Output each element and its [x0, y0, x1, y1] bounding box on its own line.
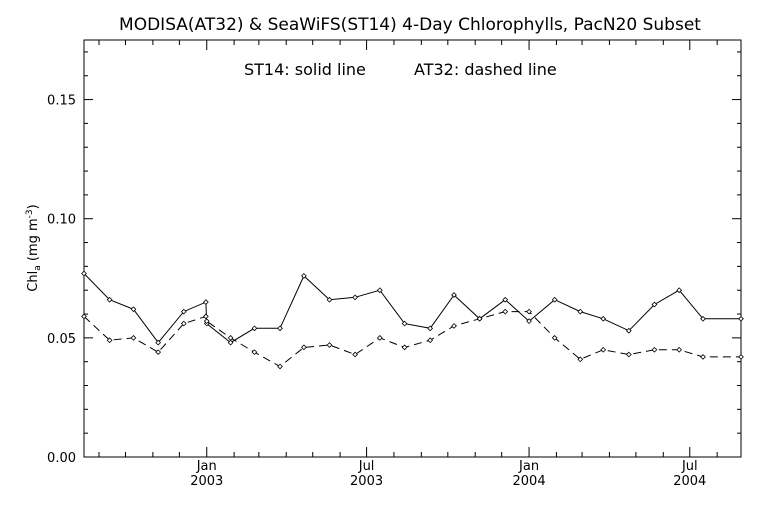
data-point-at32 [202, 313, 209, 320]
data-point-st14 [155, 339, 162, 346]
data-point-at32 [526, 308, 532, 315]
axes [83, 39, 742, 458]
y-label-sub: a [33, 265, 43, 271]
data-point-st14 [577, 308, 584, 315]
data-point-st14 [106, 296, 113, 303]
x-tick-label-year: 2003 [350, 474, 383, 489]
data-point-at32 [326, 342, 333, 348]
data-point-at32 [155, 349, 162, 356]
data-point-at32 [451, 323, 457, 329]
data-point-st14 [625, 327, 632, 334]
data-point-at32 [203, 318, 210, 325]
tick-marks [84, 40, 741, 458]
data-point-at32 [476, 315, 483, 322]
data-point-st14 [651, 301, 658, 308]
x-tick-label-year: 2004 [673, 474, 706, 489]
data-point-st14 [227, 339, 234, 346]
data-point-st14 [700, 315, 706, 322]
data-point-st14 [427, 325, 434, 332]
data-point-at32 [81, 313, 87, 320]
data-point-st14 [376, 287, 383, 294]
data-point-at32 [651, 346, 658, 353]
data-point-at32 [277, 363, 283, 370]
data-point-at32 [352, 351, 358, 358]
x-tick-label-month: Jan [196, 459, 217, 474]
y-tick-label: 0.15 [47, 94, 76, 109]
x-tick-label-month: Jan [518, 459, 539, 474]
data-point-at32 [600, 346, 607, 353]
data-point-st14 [81, 270, 87, 277]
plot-frame [83, 39, 742, 458]
y-tick-label: 0.00 [47, 451, 76, 466]
data-point-st14 [251, 325, 258, 332]
data-point-st14 [352, 294, 358, 301]
series-markers [81, 270, 744, 370]
data-point-at32 [738, 354, 744, 360]
data-point-at32 [106, 337, 113, 344]
x-tick-label-month: Jul [358, 459, 375, 474]
data-point-st14 [277, 325, 283, 332]
data-point-at32 [251, 349, 258, 356]
data-point-st14 [676, 287, 683, 294]
y-tick-label: 0.05 [47, 332, 76, 347]
data-point-at32 [577, 356, 584, 363]
series-lines [83, 273, 741, 368]
series-line-at32 [83, 311, 741, 368]
data-point-st14 [600, 315, 607, 322]
x-tick-label-month: Jul [681, 459, 698, 474]
tick-labels: 0.000.050.100.15Jan2003Jul2003Jan2004Jul… [47, 94, 706, 489]
y-label-unit-close: ) [26, 204, 41, 209]
y-label-main: Chl [26, 271, 41, 292]
data-point-at32 [130, 334, 137, 341]
data-point-st14 [326, 296, 333, 303]
chart-title: MODISA(AT32) & SeaWiFS(ST14) 4-Day Chlor… [119, 15, 701, 35]
data-point-at32 [227, 334, 234, 341]
y-label-unit-sup: -3 [25, 209, 35, 218]
data-point-at32 [502, 308, 509, 315]
data-point-at32 [625, 351, 632, 358]
data-point-st14 [180, 308, 187, 315]
data-point-st14 [551, 296, 558, 303]
data-point-st14 [526, 318, 532, 325]
annotation-at32: AT32: dashed line [414, 60, 557, 79]
series-line-st14 [83, 273, 741, 344]
data-point-st14 [502, 296, 509, 303]
data-point-st14 [130, 306, 137, 313]
data-point-st14 [401, 320, 408, 327]
data-point-st14 [301, 273, 307, 279]
data-point-at32 [700, 354, 706, 360]
x-tick-label-year: 2003 [190, 474, 223, 489]
data-point-st14 [738, 315, 744, 322]
data-point-at32 [301, 344, 307, 351]
y-axis-label: Chla (mg m-3) [25, 204, 43, 291]
x-tick-label-year: 2004 [513, 474, 546, 489]
data-point-at32 [401, 344, 408, 351]
data-point-at32 [376, 334, 383, 341]
data-point-at32 [551, 334, 558, 341]
data-point-at32 [676, 346, 683, 353]
data-point-at32 [180, 320, 187, 327]
data-point-st14 [202, 299, 209, 305]
annotation-st14: ST14: solid line [244, 60, 366, 79]
data-point-at32 [427, 337, 434, 344]
data-point-st14 [451, 292, 457, 298]
y-tick-label: 0.10 [47, 213, 76, 228]
y-label-unit: (mg m [26, 218, 41, 265]
